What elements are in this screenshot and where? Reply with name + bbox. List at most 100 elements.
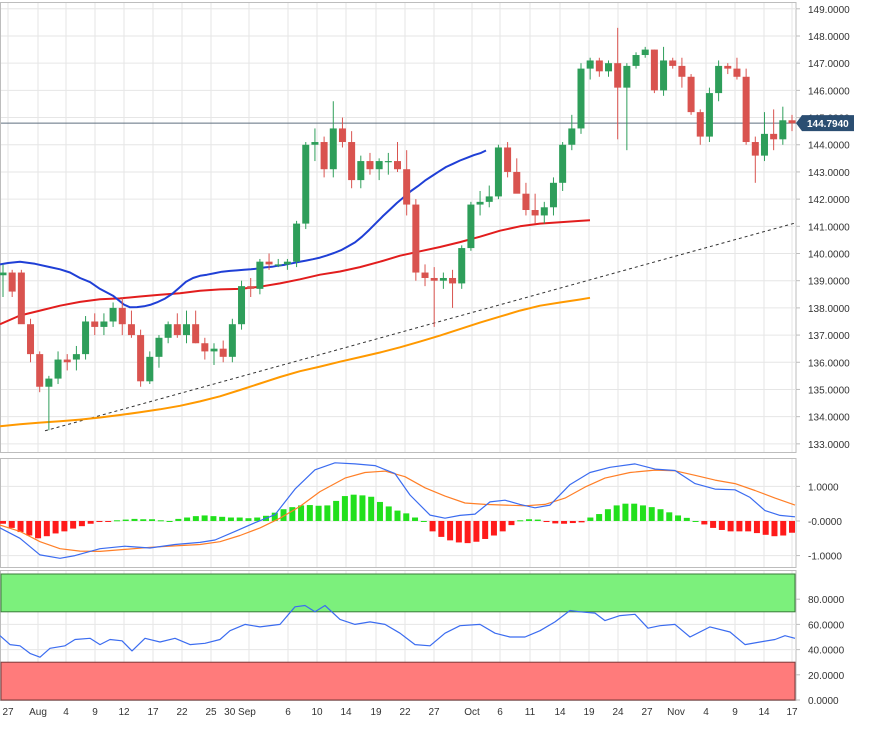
candle-up: [311, 142, 319, 145]
candle-down: [449, 277, 457, 284]
candle-down: [394, 161, 401, 170]
candle-up: [439, 277, 447, 281]
candle-down: [742, 76, 750, 143]
price-tick-label: 141.0000: [808, 222, 850, 233]
macd-hist-bar-positive: [201, 515, 208, 521]
macd-hist-bar-positive: [675, 515, 682, 521]
macd-hist-bar-positive: [622, 503, 629, 521]
macd-hist-bar-positive: [140, 519, 147, 521]
macd-hist-bar-positive: [175, 518, 182, 521]
macd-tick-label: -1.0000: [808, 552, 842, 563]
candle-down: [403, 169, 411, 205]
candle-down: [504, 147, 512, 172]
macd-hist-bar-negative: [464, 520, 471, 544]
macd-hist-bar-negative: [43, 520, 50, 537]
macd-hist-bar-negative: [482, 520, 489, 539]
candle-up: [109, 307, 117, 322]
candle-up: [256, 261, 264, 289]
macd-hist-bar-negative: [35, 520, 42, 539]
macd-hist-bar-negative: [52, 520, 59, 534]
macd-hist-bar-negative: [561, 520, 568, 524]
rsi-line: [0, 604, 796, 658]
candle-up: [458, 248, 466, 284]
rsi-tick-label: 40.0000: [808, 646, 845, 657]
macd-hist-bar-positive: [245, 518, 252, 521]
price-tick-label: 134.0000: [808, 413, 850, 424]
candle-up: [45, 378, 53, 387]
macd-hist-bar-positive: [631, 503, 638, 521]
candle-down: [513, 171, 521, 194]
last-price-tag: [796, 115, 854, 132]
candle-down: [614, 63, 622, 88]
rsi-tick-label: 20.0000: [808, 671, 845, 682]
price-tick-label: 139.0000: [808, 277, 850, 288]
macd-hist-bar-positive: [526, 519, 532, 521]
candles: [0, 27, 796, 431]
candle-down: [366, 161, 374, 170]
macd-hist-bar-positive: [324, 505, 331, 521]
date-label: 19: [583, 707, 595, 718]
date-label: Aug: [29, 707, 47, 718]
macd-hist-bar-positive: [254, 517, 261, 521]
candle-up: [54, 359, 62, 379]
macd-hist-bar-negative: [552, 520, 559, 524]
date-label: 22: [176, 707, 188, 718]
macd-hist-bar-positive: [113, 520, 120, 522]
candle-down: [27, 324, 35, 355]
candle-down: [265, 261, 273, 265]
macd-hist-bar-negative: [762, 520, 769, 535]
candle-down: [430, 277, 438, 281]
date-label: 6: [285, 707, 291, 718]
candle-up: [623, 65, 631, 88]
macd-hist-bar-positive: [639, 505, 646, 521]
rsi-zones: [0, 573, 796, 701]
price-tick-label: 135.0000: [808, 385, 850, 396]
macd-hist-bar-negative: [727, 520, 734, 532]
date-label: 11: [525, 707, 536, 718]
date-label: 27: [641, 707, 653, 718]
date-label: 4: [703, 707, 709, 718]
price-tick-label: 144.0000: [808, 141, 850, 152]
candle-down: [247, 286, 255, 289]
sma-orange-line: [0, 296, 591, 428]
macd-hist-bar-negative: [447, 520, 454, 541]
sma-red-line: [0, 219, 591, 326]
candle-up: [494, 147, 502, 197]
macd-hist-bar-negative: [87, 520, 94, 524]
macd-hist-bar-positive: [376, 501, 383, 521]
candle-up: [72, 354, 80, 360]
candle-up: [476, 201, 484, 205]
sma-blue-line: [0, 149, 487, 309]
macd-hist-bar-negative: [771, 520, 778, 537]
candle-up: [375, 161, 383, 170]
price-tick-label: 136.0000: [808, 358, 850, 369]
candle-up: [559, 144, 567, 183]
macd-hist-bar-negative: [789, 520, 795, 533]
candle-down: [320, 142, 328, 170]
macd-hist-bar-negative: [718, 520, 725, 530]
candle-down: [137, 335, 145, 382]
candle-up: [146, 356, 154, 382]
date-label: 19: [370, 707, 382, 718]
date-label: 30 Sep: [224, 707, 256, 718]
macd-hist-bar-positive: [210, 516, 217, 521]
candle-down: [91, 321, 99, 327]
macd-hist-bar-negative: [508, 520, 515, 526]
macd-hist-bar-negative: [753, 520, 760, 534]
candle-down: [724, 65, 732, 69]
macd-hist-bar-positive: [517, 520, 524, 522]
macd-hist-bar-negative: [543, 520, 550, 523]
macd-hist-bar-negative: [578, 520, 585, 523]
candle-down: [770, 133, 778, 140]
date-label: 25: [205, 707, 217, 718]
candle-down: [531, 210, 539, 216]
macd-hist-bar-positive: [412, 517, 419, 521]
macd-hist-bar-negative: [8, 520, 15, 528]
macd-hist-bar-positive: [359, 495, 366, 521]
date-label: 14: [758, 707, 770, 718]
support-trendline: [44, 222, 796, 432]
macd-hist-bar-positive: [368, 496, 375, 521]
macd-hist-bar-negative: [78, 520, 85, 527]
macd-hist-bar-positive: [385, 506, 392, 521]
